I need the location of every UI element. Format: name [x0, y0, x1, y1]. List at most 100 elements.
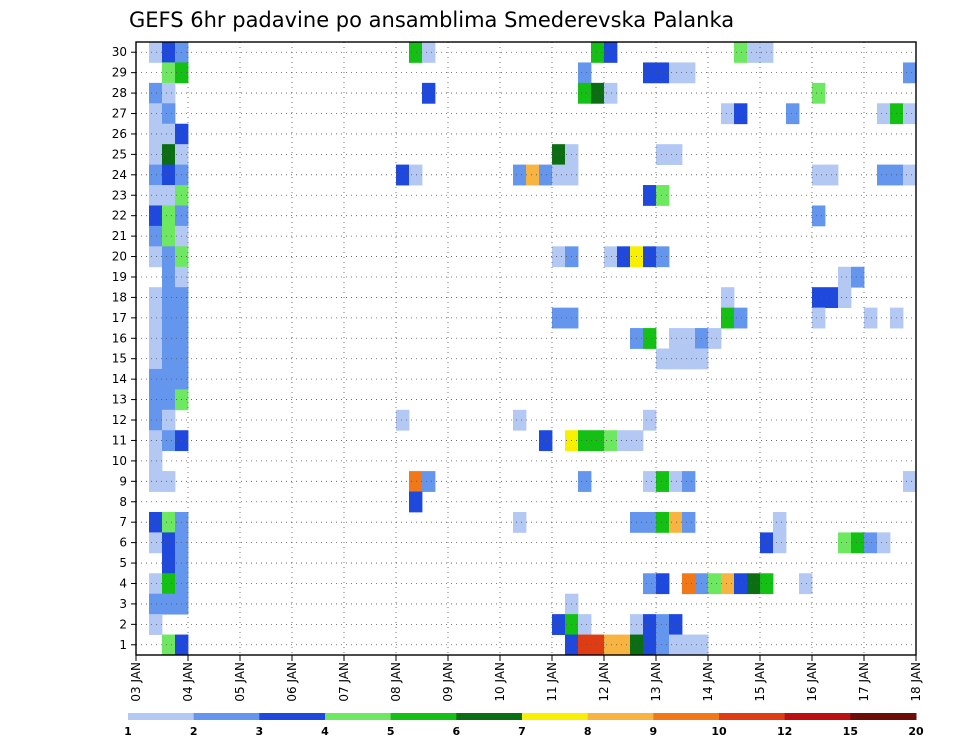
precip-cell: [682, 573, 696, 595]
precip-cell: [656, 471, 670, 492]
precip-cell: [682, 62, 696, 84]
precip-cell: [591, 634, 605, 656]
precip-cell: [851, 532, 865, 554]
precip-cell: [643, 62, 657, 84]
precip-cell: [851, 266, 865, 288]
x-tick-label: 12 JAN: [597, 662, 611, 702]
colorbar-label: 2: [190, 725, 198, 738]
colorbar-label: 10: [711, 725, 727, 738]
precip-cell: [149, 430, 163, 452]
precip-cell: [812, 164, 826, 186]
precip-cell: [643, 328, 657, 349]
colorbar-label: 8: [584, 725, 592, 738]
y-tick-label: 3: [119, 597, 127, 611]
precip-cell: [708, 328, 722, 349]
precip-cell: [643, 614, 657, 635]
precip-cell: [149, 82, 163, 104]
precip-cell: [799, 573, 813, 595]
precip-cell: [149, 348, 163, 370]
y-tick-label: 5: [119, 556, 127, 570]
precip-cell: [669, 144, 683, 165]
y-tick-label: 24: [112, 168, 127, 182]
precip-cell: [656, 348, 670, 370]
precip-cell: [149, 614, 163, 635]
y-tick-label: 1: [119, 638, 127, 652]
y-tick-label: 21: [112, 229, 127, 243]
x-tick-label: 08 JAN: [389, 662, 403, 702]
y-tick-label: 8: [119, 495, 127, 509]
precip-cell: [149, 328, 163, 349]
chart-title: GEFS 6hr padavine po ansamblima Smederev…: [129, 8, 734, 32]
precip-cell: [552, 614, 566, 635]
colorbar-segment: [719, 713, 786, 720]
colorbar-label: 3: [256, 725, 264, 738]
colorbar-label: 12: [777, 725, 792, 738]
colorbar-segment: [784, 713, 851, 720]
x-tick-label: 07 JAN: [337, 662, 351, 702]
y-tick-label: 11: [112, 433, 127, 447]
colorbar-label: 6: [453, 725, 461, 738]
precip-cell: [162, 164, 176, 186]
precip-cell: [162, 471, 176, 492]
precip-cell: [409, 471, 423, 492]
colorbar-segment: [325, 713, 392, 720]
precip-cell: [838, 287, 852, 309]
grid-layer: [136, 42, 916, 655]
precip-cell: [682, 511, 696, 533]
precip-cell: [396, 164, 410, 186]
precip-cell: [643, 246, 657, 268]
x-tick-label: 11 JAN: [545, 662, 559, 702]
precip-cell: [604, 82, 618, 104]
x-tick-label: 13 JAN: [649, 662, 663, 702]
precip-cell: [149, 573, 163, 595]
precip-cell: [149, 307, 163, 329]
precip-cell: [409, 164, 423, 186]
colorbar-label: 9: [650, 725, 658, 738]
precip-cell: [604, 634, 618, 656]
y-tick-label: 15: [112, 352, 127, 366]
precip-cell: [591, 430, 605, 452]
x-tick-label: 05 JAN: [233, 662, 247, 702]
precip-cell: [669, 348, 683, 370]
precip-cell: [812, 307, 826, 329]
precip-cell: [656, 246, 670, 268]
precip-cell: [162, 225, 176, 247]
precip-cell: [149, 164, 163, 186]
precip-cell: [578, 614, 592, 635]
precip-cell: [552, 307, 566, 329]
precip-cell: [149, 368, 163, 390]
y-tick-label: 19: [112, 270, 127, 284]
x-tick-label: 09 JAN: [441, 662, 455, 702]
precip-cell: [578, 430, 592, 452]
precip-cell: [162, 328, 176, 349]
precip-cell: [539, 430, 553, 452]
precip-cell: [643, 471, 657, 492]
precip-cell: [643, 185, 657, 206]
precip-cell: [656, 634, 670, 656]
precip-cell: [877, 164, 891, 186]
precip-cell: [162, 123, 176, 145]
precip-cell: [721, 307, 735, 329]
y-tick-label: 26: [112, 127, 127, 141]
y-tick-label: 2: [119, 617, 127, 631]
precip-cell: [877, 532, 891, 554]
precip-cell: [578, 471, 592, 492]
y-tick-label: 14: [112, 372, 127, 386]
precip-cell: [396, 409, 410, 431]
precip-cell: [149, 287, 163, 309]
colorbar-label: 15: [843, 725, 858, 738]
colorbar-segment: [587, 713, 654, 720]
precip-cell: [409, 42, 423, 63]
precip-cell: [812, 205, 826, 227]
precip-cell: [591, 82, 605, 104]
x-tick-label: 14 JAN: [701, 662, 715, 702]
precip-cell: [149, 123, 163, 145]
precip-cell: [643, 511, 657, 533]
y-tick-label: 17: [112, 311, 127, 325]
precip-cell: [747, 42, 761, 63]
plot-frame: [135, 41, 917, 656]
y-tick-label: 20: [112, 250, 127, 264]
colorbar-segment: [128, 713, 195, 720]
precip-cell: [656, 144, 670, 165]
precip-cell: [162, 42, 176, 63]
